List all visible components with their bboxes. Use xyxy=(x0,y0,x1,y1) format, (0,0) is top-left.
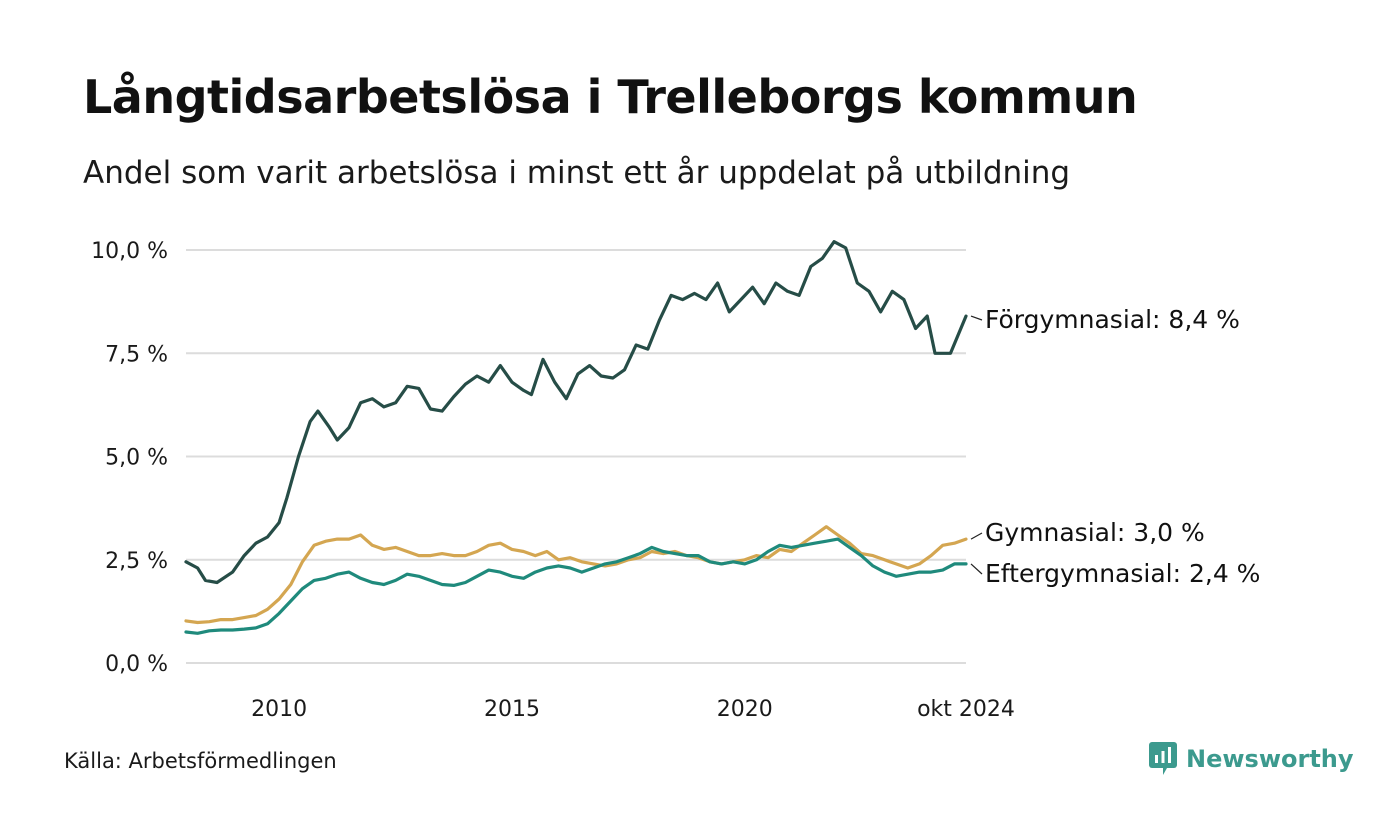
gridlines xyxy=(186,249,966,664)
y-axis-ticks: 0,0 % 2,5 % 5,0 % 7,5 % 10,0 % xyxy=(91,239,168,677)
end-label: Förgymnasial: 8,4 % xyxy=(985,305,1240,334)
end-label-connector xyxy=(970,563,983,575)
source-credit: Källa: Arbetsförmedlingen xyxy=(64,749,337,773)
series-line-gymnasial xyxy=(184,525,968,625)
x-tick-label: 2020 xyxy=(717,697,773,722)
y-tick-label: 7,5 % xyxy=(105,342,168,367)
brand-logo[interactable]: Newsworthy xyxy=(1149,742,1354,776)
brand-name: Newsworthy xyxy=(1186,745,1354,773)
chart-title: Långtidsarbetslösa i Trelleborgs kommun xyxy=(83,70,1138,124)
x-axis-ticks: 2010 2015 2020 okt 2024 xyxy=(251,697,1015,722)
newsworthy-logo-icon xyxy=(1149,742,1177,775)
x-tick-label: okt 2024 xyxy=(917,697,1015,722)
chart-subtitle: Andel som varit arbetslösa i minst ett å… xyxy=(83,155,1071,191)
x-tick-label: 2015 xyxy=(484,697,540,722)
y-tick-label: 0,0 % xyxy=(105,652,168,677)
y-tick-label: 5,0 % xyxy=(105,446,168,471)
end-label: Gymnasial: 3,0 % xyxy=(985,518,1205,547)
y-tick-label: 10,0 % xyxy=(91,239,168,264)
end-label: Eftergymnasial: 2,4 % xyxy=(985,559,1260,588)
end-label-connector xyxy=(970,532,983,540)
end-label-connector xyxy=(970,315,983,321)
end-labels: Förgymnasial: 8,4 % Gymnasial: 3,0 % Efter… xyxy=(970,305,1260,588)
series-lines xyxy=(184,240,968,635)
x-tick-label: 2010 xyxy=(251,697,307,722)
series-line-eftergymnasial xyxy=(184,537,968,635)
series-line-forgymnasial xyxy=(184,240,968,585)
y-tick-label: 2,5 % xyxy=(105,549,168,574)
